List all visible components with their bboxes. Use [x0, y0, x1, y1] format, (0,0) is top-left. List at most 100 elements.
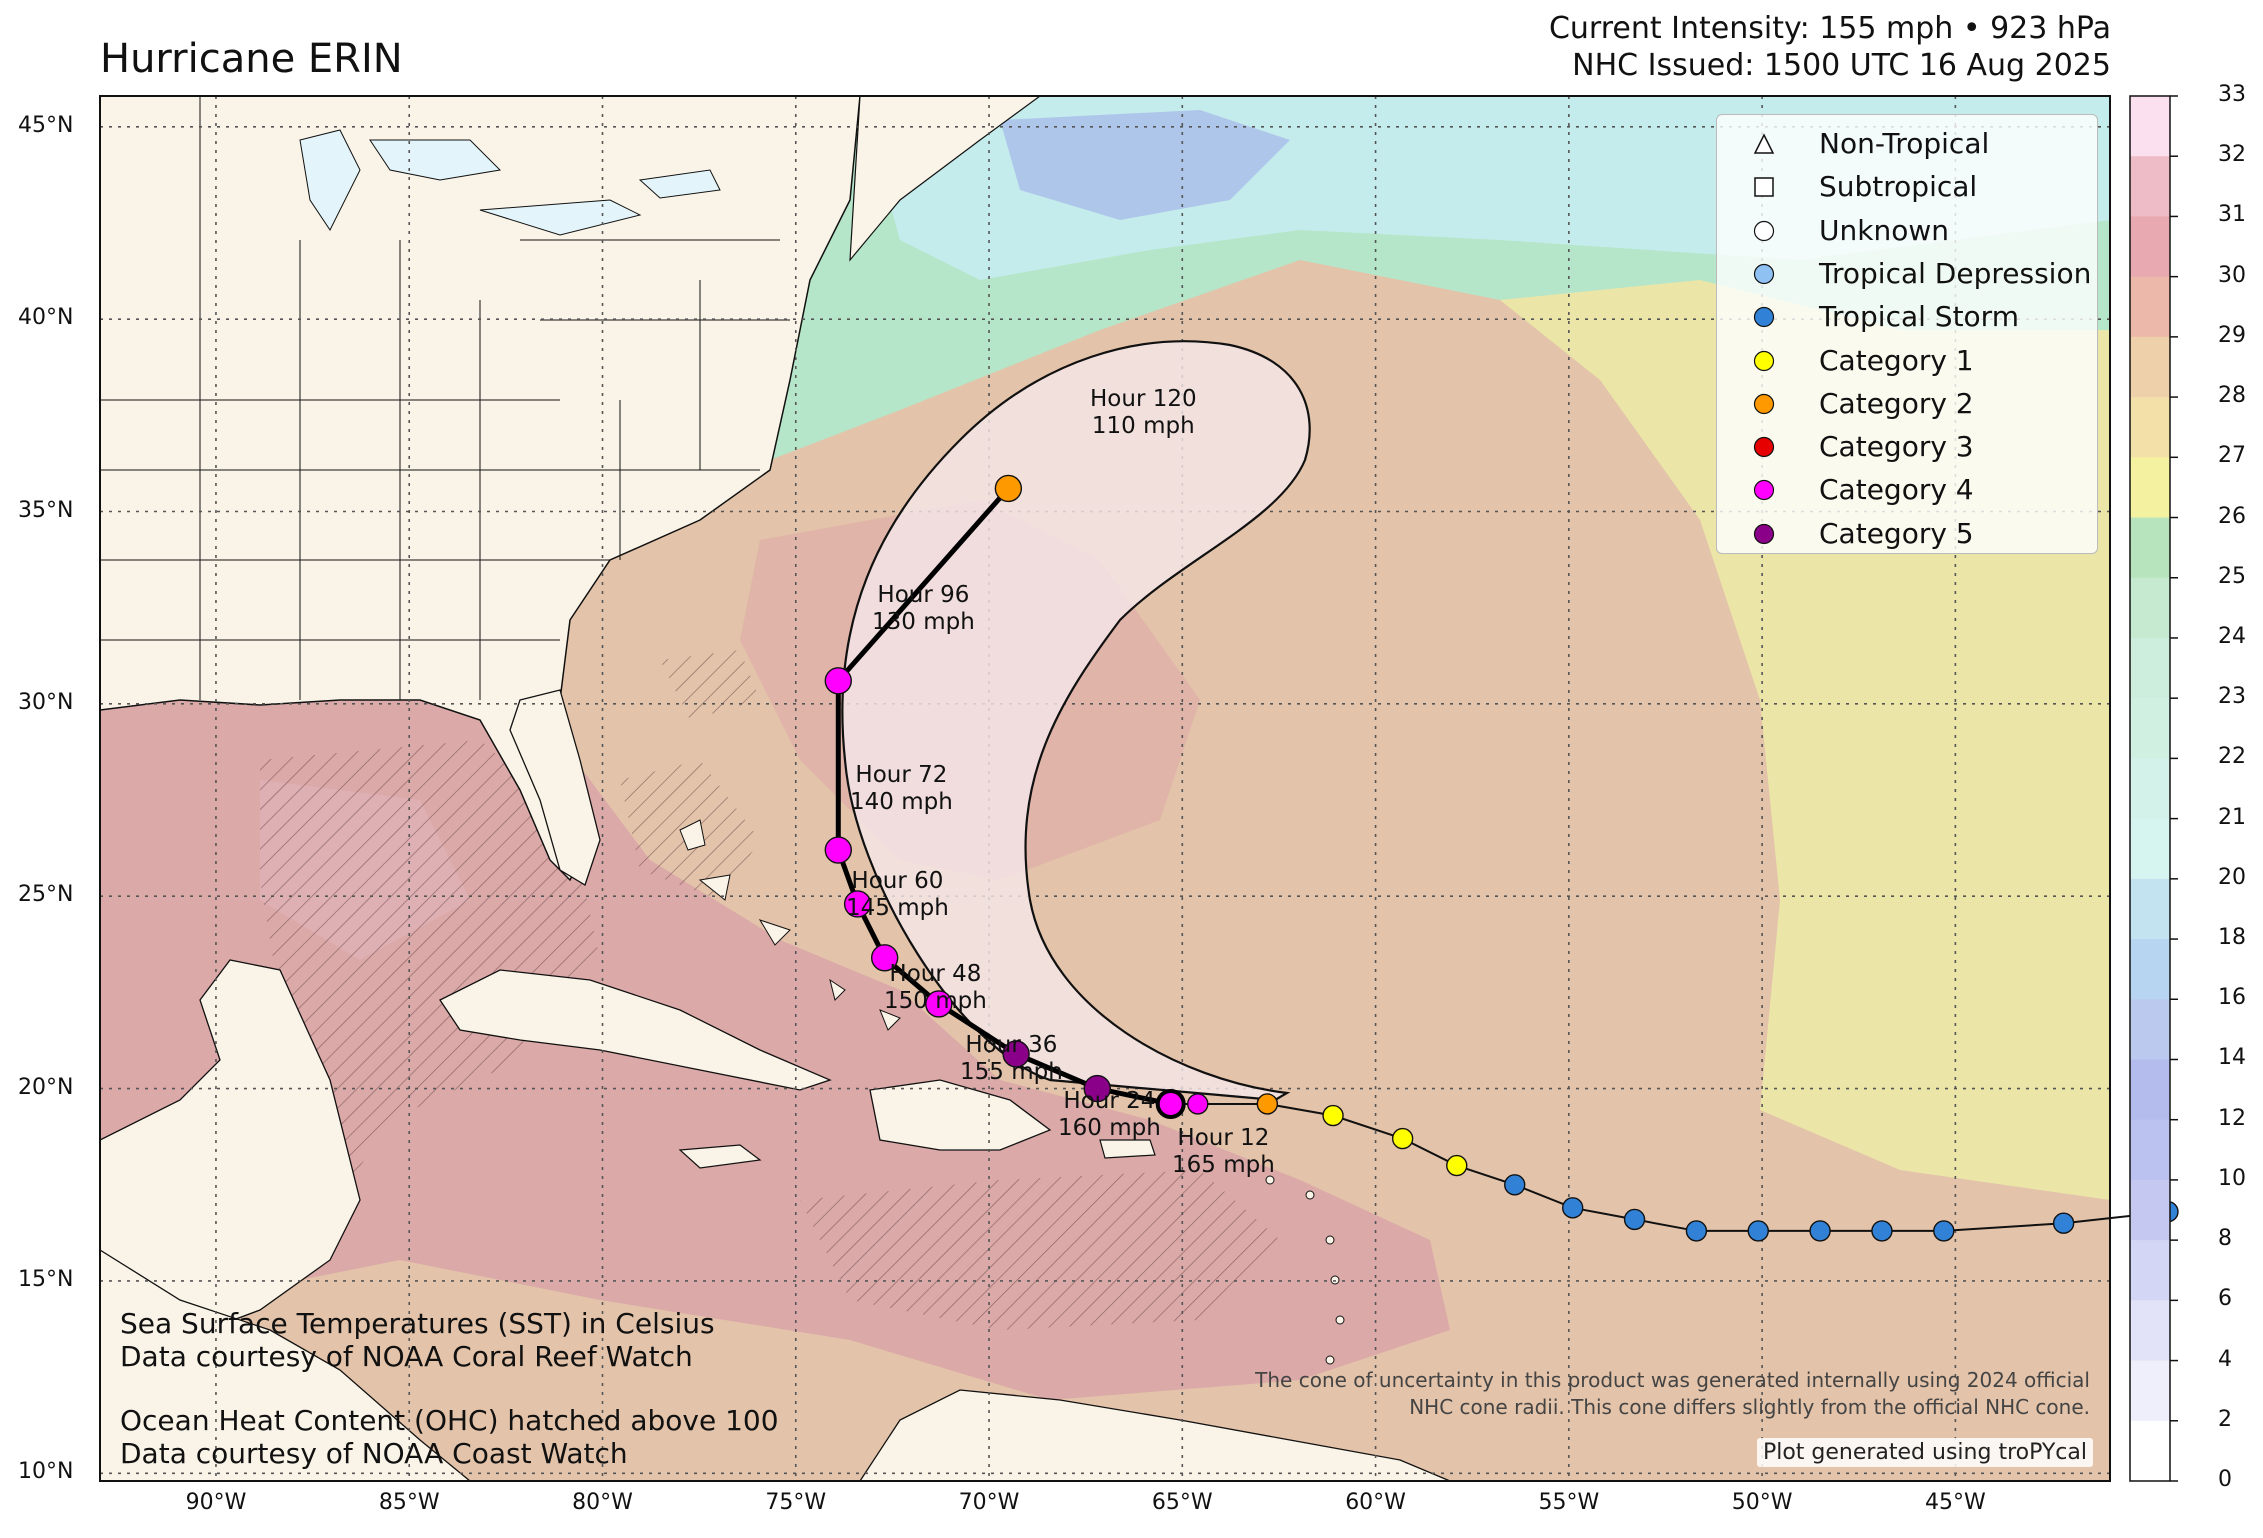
forecast-label-hour120: Hour 120 110 mph	[1090, 386, 1197, 439]
lake-ontario	[638, 169, 721, 199]
colorbar-tick-label: 10	[2218, 1165, 2246, 1191]
colorbar-segment	[2130, 1360, 2170, 1422]
lake-huron	[369, 139, 502, 181]
colorbar-tick-label: 25	[2218, 563, 2246, 589]
nhc-issued: NHC Issued: 1500 UTC 16 Aug 2025	[1572, 48, 2111, 83]
sst-credits: Sea Surface Temperatures (SST) in Celsiu…	[120, 1307, 715, 1373]
colorbar-tick-label: 31	[2218, 202, 2246, 228]
land-puerto-rico	[1099, 1139, 1156, 1159]
observed-track-point	[1391, 1127, 1414, 1150]
lat-tick-label: 10°N	[18, 1459, 74, 1485]
lon-tick-label: 55°W	[1538, 1490, 1600, 1515]
legend-label: Non-Tropical	[1819, 127, 1990, 160]
forecast-label-hour60: Hour 60 145 mph	[846, 868, 949, 921]
intensity-info: Current Intensity: 155 mph • 923 hPa NHC…	[1549, 10, 2111, 84]
legend-label: Category 3	[1819, 430, 1974, 464]
observed-track-point	[1933, 1220, 1955, 1242]
colorbar-tick-label: 16	[2218, 985, 2246, 1011]
sst-colorbar	[2129, 95, 2178, 1482]
colorbar-tick-label: 28	[2218, 383, 2246, 409]
colorbar-segment	[2130, 1119, 2170, 1181]
lake-michigan	[299, 129, 361, 231]
land-central-america	[100, 1249, 472, 1481]
colorbar-segment	[2130, 878, 2170, 940]
forecast-track-point	[925, 990, 953, 1018]
sst-credit-line1: Sea Surface Temperatures (SST) in Celsiu…	[120, 1307, 715, 1340]
lon-tick-label: 70°W	[958, 1490, 1020, 1515]
colorbar-tick-label: 29	[2218, 322, 2246, 348]
circle-marker-icon	[1753, 436, 1775, 458]
colorbar-segment	[2130, 336, 2170, 398]
lon-tick-label: 75°W	[765, 1490, 827, 1515]
colorbar-tick-label: 24	[2218, 623, 2246, 649]
legend-item: Unknown	[1717, 210, 2097, 253]
colorbar-segment	[2130, 698, 2170, 759]
legend-item: Category 5	[1717, 513, 2097, 556]
colorbar-segment	[2130, 216, 2170, 278]
colorbar-tick-label: 23	[2218, 684, 2246, 710]
triangle-marker-icon	[1753, 133, 1775, 154]
colorbar-tick-label: 27	[2218, 443, 2246, 469]
colorbar-tick-label: 18	[2218, 925, 2246, 951]
legend-label: Tropical Depression	[1819, 256, 2092, 290]
ohc-credit-line1: Ocean Heat Content (OHC) hatched above 1…	[120, 1404, 779, 1437]
colorbar-segment	[2130, 577, 2170, 639]
ohc-hatch-caribbean	[800, 1170, 1280, 1330]
colorbar-segment	[2130, 818, 2170, 880]
land-lesser-antilles	[1265, 1175, 1345, 1365]
lon-tick-label: 65°W	[1151, 1490, 1213, 1515]
colorbar-segment	[2130, 758, 2170, 820]
colorbar-tick-label: 30	[2218, 262, 2246, 288]
ohc-credit-line2: Data courtesy of NOAA Coast Watch	[120, 1437, 628, 1470]
forecast-label-hour24: Hour 24 160 mph	[1058, 1088, 1161, 1141]
lon-tick-label: 50°W	[1731, 1490, 1793, 1515]
observed-track-point	[1446, 1154, 1468, 1177]
colorbar-tick-label: 26	[2218, 503, 2246, 529]
cone-note-line1: The cone of uncertainty in this product …	[1255, 1368, 2090, 1392]
square-marker-icon	[1754, 177, 1774, 198]
map-frame	[99, 95, 2111, 1482]
forecast-track-point	[994, 474, 1023, 503]
forecast-label-hour96: Hour 96 130 mph	[872, 582, 975, 635]
circle-marker-icon	[1753, 220, 1775, 241]
colorbar-tick-label: 8	[2218, 1226, 2232, 1252]
land-bahamas	[679, 819, 901, 1031]
current-intensity: Current Intensity: 155 mph • 923 hPa	[1548, 11, 2111, 46]
lon-tick-label: 45°W	[1925, 1490, 1986, 1515]
legend-label: Category 1	[1819, 343, 1974, 377]
forecast-track-point	[824, 667, 852, 695]
observed-track-point	[1256, 1093, 1279, 1115]
legend-item: Category 4	[1717, 469, 2097, 512]
colorbar-frame	[2129, 95, 2171, 1482]
legend-label: Subtropical	[1819, 170, 1978, 204]
lat-tick-label: 40°N	[18, 305, 74, 331]
observed-track-point	[1747, 1220, 1769, 1242]
observed-track-point	[1504, 1174, 1526, 1196]
observed-track-point	[1809, 1220, 1831, 1242]
map-title: Hurricane ERIN	[100, 36, 403, 82]
lon-tick-label: 80°W	[572, 1490, 633, 1515]
colorbar-segment	[2130, 96, 2170, 157]
lat-tick-label: 30°N	[18, 689, 74, 715]
lat-tick-label: 25°N	[18, 882, 74, 908]
circle-marker-icon	[1753, 307, 1775, 328]
colorbar-tick-label: 33	[2218, 82, 2246, 107]
forecast-track-point	[870, 944, 899, 972]
colorbar-tick-label: 2	[2218, 1406, 2232, 1432]
forecast-track-point	[824, 836, 852, 864]
colorbar-tick-label: 0	[2218, 1467, 2232, 1492]
lat-tick-label: 35°N	[18, 497, 74, 523]
legend-label: Category 5	[1819, 516, 1974, 550]
land-hispaniola	[869, 1079, 1052, 1151]
observed-track-point	[2052, 1212, 2075, 1234]
colorbar-tick-label: 14	[2218, 1045, 2246, 1071]
observed-track-point	[1187, 1093, 1209, 1115]
colorbar-tick-label: 21	[2218, 804, 2246, 830]
observed-track-point	[1322, 1104, 1344, 1127]
observed-track-line	[1170, 1102, 2169, 1232]
forecast-track-point	[1002, 1040, 1030, 1068]
colorbar-segment	[2130, 1420, 2170, 1482]
colorbar-segment	[2130, 939, 2170, 1000]
forecast-label-hour48: Hour 48 150 mph	[884, 961, 987, 1014]
colorbar-segment	[2130, 276, 2170, 338]
